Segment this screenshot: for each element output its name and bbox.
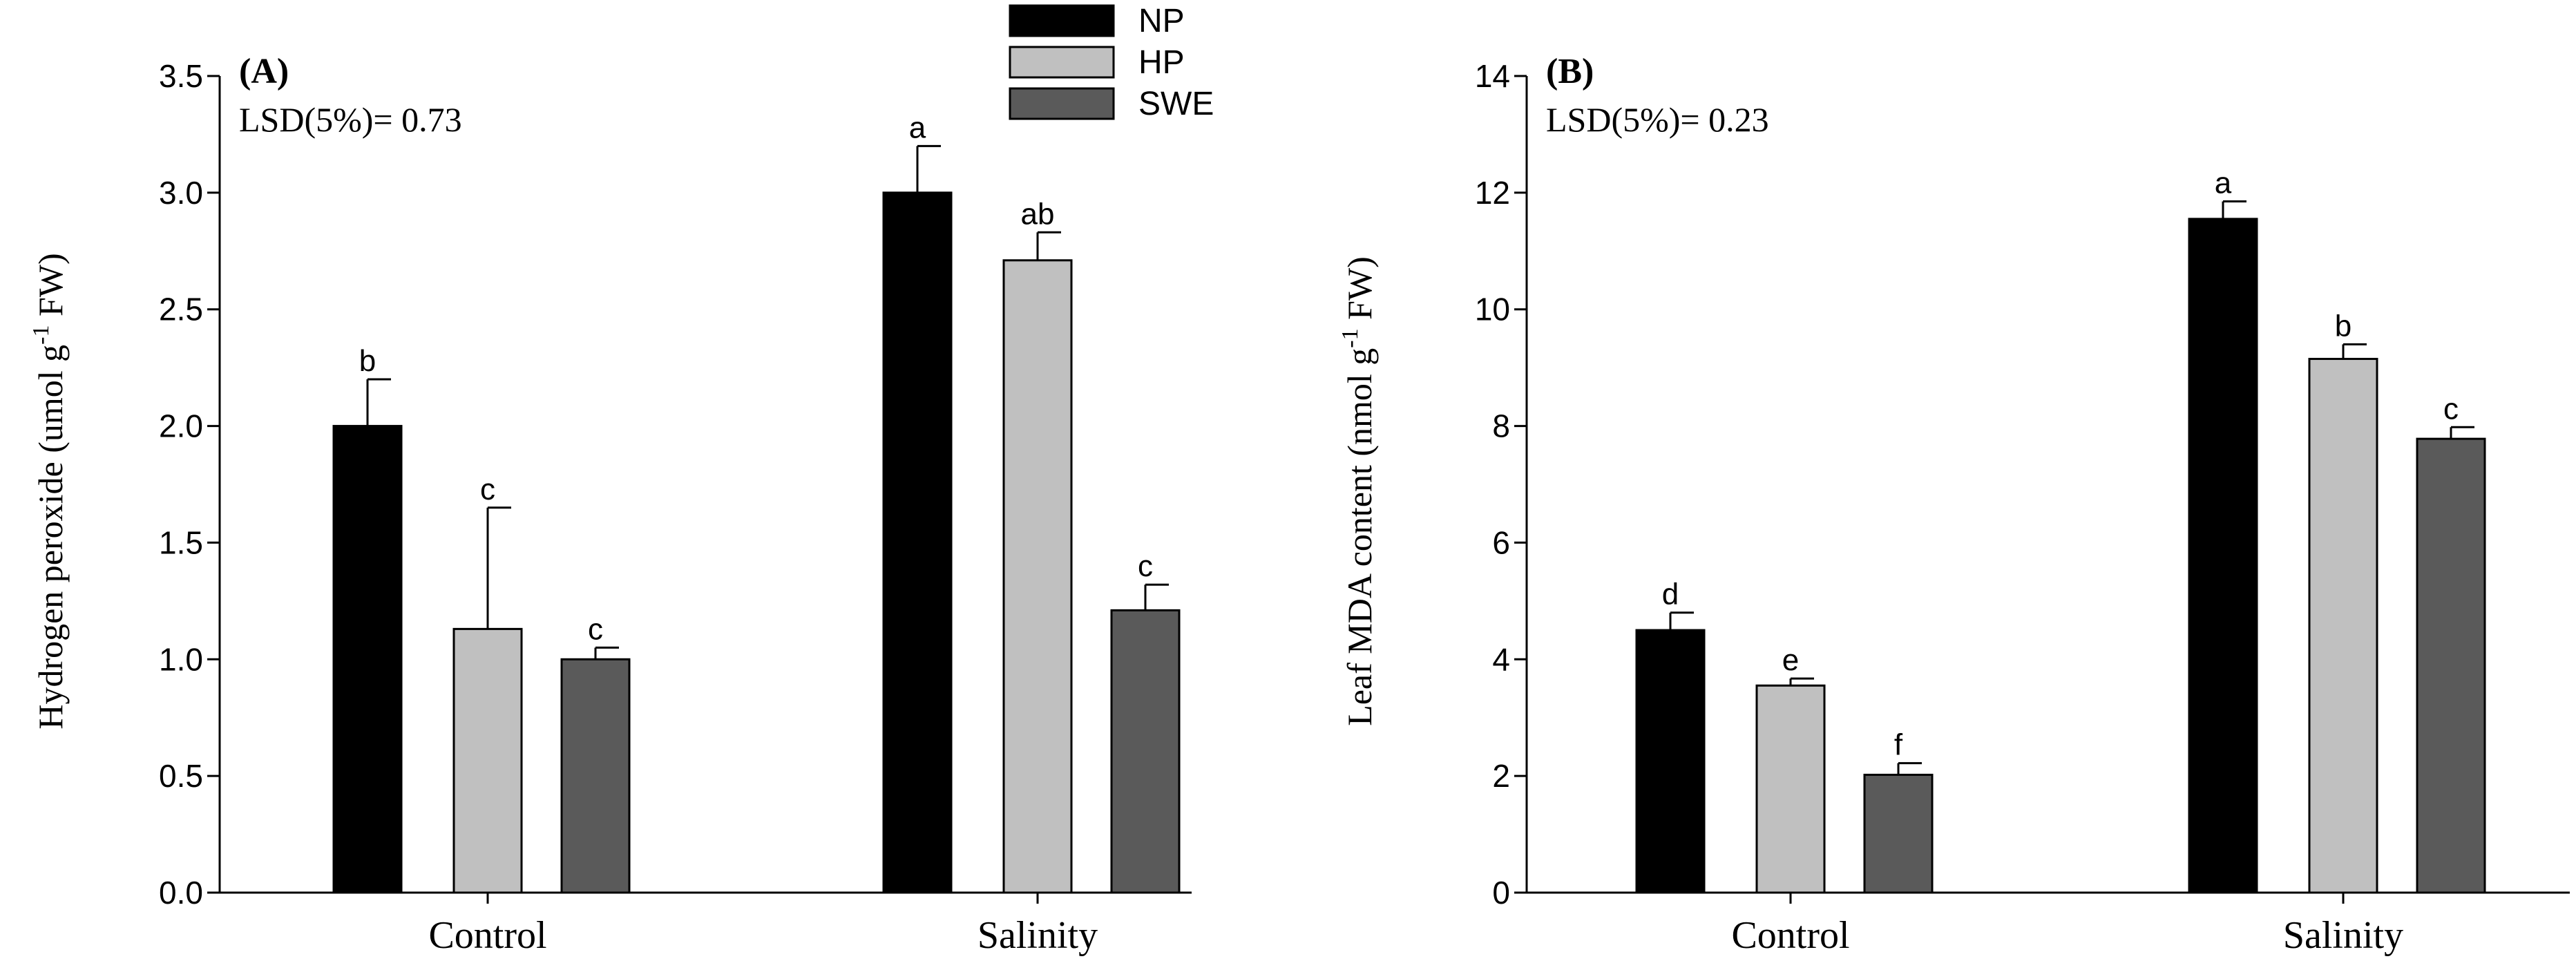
y-tick-label: 0.0 [159,875,203,911]
significance-letter: c [1138,549,1153,583]
y-tick-label: 14 [1475,58,1510,94]
y-tick-label: 2.0 [159,408,203,444]
y-tick-label: 0.5 [159,758,203,794]
y-tick-label: 1.5 [159,524,203,560]
y-tick-label: 2.5 [159,292,203,327]
significance-letter: b [359,344,376,378]
lsd-annotation: LSD(5%)= 0.73 [239,100,462,139]
legend-label: NP [1138,3,1185,39]
y-tick-label: 3.5 [159,58,203,94]
y-axis-label-superscript: -1 [1337,328,1363,348]
x-category-label: Salinity [977,914,1098,957]
x-category-label: Control [1731,914,1849,957]
y-tick-label: 12 [1475,175,1510,211]
legend: NP HP SWE [1009,3,1214,122]
y-tick-label: 1.0 [159,641,203,677]
bar-hp [452,627,523,894]
bar-swe [1863,773,1934,894]
legend-swatch-hp [1009,46,1115,79]
y-tick-label: 2 [1492,758,1510,794]
bar-swe [2416,437,2486,894]
legend-label: HP [1138,44,1185,81]
significance-letter: c [2443,392,2459,426]
bar-swe [560,658,631,894]
bar-hp [2308,357,2378,894]
bar-hp [1755,684,1826,894]
significance-letter: f [1894,728,1903,762]
y-tick-label: 0 [1492,875,1510,911]
significance-letter: c [588,612,603,646]
y-axis-label-tail: FW) [31,253,70,325]
panel-label: (A) [239,52,289,91]
panel-b: 0 2 4 6 8 10 12 14 Leaf MDA content (nmol g-1 FW… [1337,52,2570,957]
bar-np [882,191,953,894]
y-tick-label: 6 [1492,524,1510,560]
x-category-label: Salinity [2283,914,2403,957]
y-tick-label: 10 [1475,292,1510,327]
legend-swatch-np [1009,4,1115,37]
significance-letter: d [1662,578,1679,611]
panel-label: (B) [1546,52,1594,91]
y-axis-label: Hydrogen peroxide (umol g-1 FW) [28,253,70,729]
y-axis-label-superscript: -1 [28,325,54,345]
significance-letter: a [909,111,926,144]
y-axis-label-main: Hydrogen peroxide (umol g [31,345,70,730]
bar-swe [1110,609,1181,894]
bar-np [332,425,403,894]
significance-letter: b [2335,309,2351,343]
significance-letter: c [480,473,495,506]
bar-np [2188,218,2258,894]
y-tick-label: 8 [1492,408,1510,444]
legend-label: SWE [1138,86,1214,122]
x-category-label: Control [428,914,546,957]
legend-swatch-swe [1009,87,1115,120]
significance-letter: a [2215,167,2232,200]
y-axis-label-tail: FW) [1340,256,1379,328]
significance-letter: ab [1021,197,1055,231]
bar-np [1635,629,1706,894]
bar-hp [1002,259,1073,894]
significance-letter: e [1782,643,1799,677]
y-tick-label: 3.0 [159,175,203,211]
y-axis-label: Leaf MDA content (nmol g-1 FW) [1337,256,1379,726]
panel-a: 0.0 0.5 1.0 1.5 2.0 2.5 3.0 3.5 Hydrogen peroxid… [28,52,1192,957]
lsd-annotation: LSD(5%)= 0.23 [1546,100,1769,139]
y-axis-label-main: Leaf MDA content (nmol g [1340,348,1379,726]
y-tick-label: 4 [1492,641,1510,677]
